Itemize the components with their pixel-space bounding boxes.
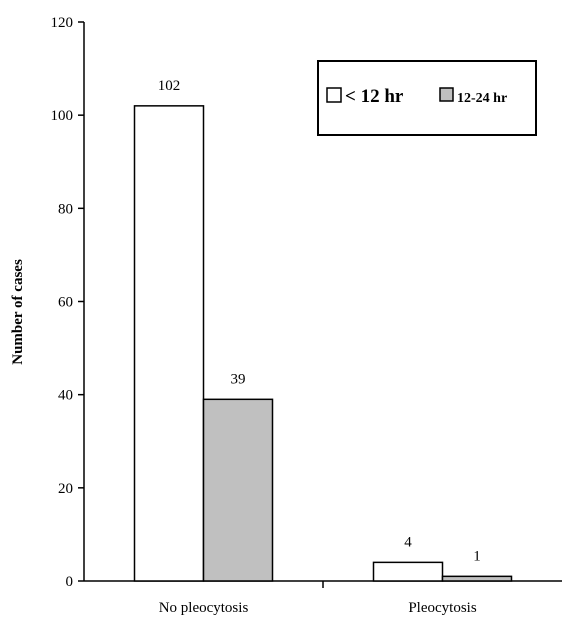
y-tick-label: 100 [51, 108, 74, 124]
legend-box [317, 60, 537, 136]
bar-value-label: 1 [473, 548, 481, 564]
y-tick-label: 0 [66, 574, 74, 590]
bars [133, 105, 513, 582]
y-tick-label: 120 [51, 15, 74, 31]
bar [133, 105, 205, 582]
data-labels: 102 4 39 1 [158, 78, 481, 564]
y-axis-label: Number of cases [10, 259, 26, 365]
y-tick-label: 80 [58, 201, 73, 217]
bar-value-label: 102 [158, 78, 181, 94]
y-tick-label: 60 [58, 295, 73, 311]
y-tick-label: 20 [58, 481, 73, 497]
bar-value-label: 39 [231, 371, 246, 387]
x-category-label: No pleocytosis [159, 600, 249, 616]
y-axis: 0 20 40 60 80 100 120 [51, 15, 85, 590]
x-category-label: Pleocytosis [408, 600, 476, 616]
y-tick-label: 40 [58, 388, 73, 404]
bar [202, 398, 274, 582]
legend: < 12 hr 12-24 hr [317, 60, 537, 136]
legend-label-12-24: 12-24 hr [457, 91, 507, 106]
legend-label-lt12: < 12 hr [345, 86, 404, 107]
legend-swatch-12-24 [439, 87, 454, 102]
bar [372, 561, 444, 582]
bar [441, 575, 513, 582]
legend-swatch-lt12 [326, 87, 342, 103]
x-axis: No pleocytosis Pleocytosis [84, 580, 562, 616]
bar-value-label: 4 [404, 534, 412, 550]
